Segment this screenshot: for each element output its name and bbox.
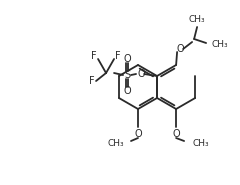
Text: CH₃: CH₃ [211, 40, 228, 48]
Text: CH₃: CH₃ [189, 14, 205, 23]
Text: F: F [91, 51, 97, 61]
Text: F: F [115, 51, 121, 61]
Text: CH₃: CH₃ [107, 139, 124, 147]
Text: O: O [172, 129, 180, 139]
Text: O: O [134, 129, 142, 139]
Text: O: O [137, 69, 145, 79]
Text: F: F [89, 76, 95, 86]
Text: O: O [123, 86, 131, 96]
Text: O: O [123, 54, 131, 64]
Text: O: O [176, 44, 184, 54]
Text: CH₃: CH₃ [192, 139, 209, 147]
Text: S: S [124, 70, 130, 80]
